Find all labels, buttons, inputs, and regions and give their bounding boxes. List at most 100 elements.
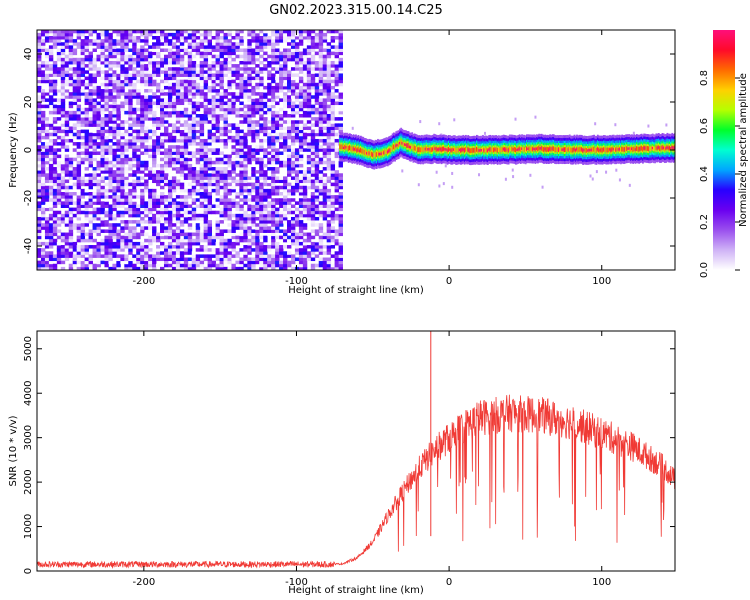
heatmap-cell (239, 73, 244, 77)
heatmap-cell (310, 213, 316, 218)
heatmap-cell (223, 201, 228, 205)
heatmap-cell (290, 126, 296, 130)
signal-cell (390, 147, 393, 152)
heatmap-cell (160, 79, 165, 84)
heatmap-cell (140, 135, 145, 140)
heatmap-cell (76, 251, 82, 255)
heatmap-cell (183, 176, 189, 180)
heatmap-cell (338, 92, 343, 96)
heatmap-cell (128, 79, 133, 84)
heatmap-cell (207, 70, 213, 74)
heatmap-cell (148, 101, 153, 106)
heatmap-cell (259, 104, 264, 109)
heatmap-cell (279, 132, 284, 137)
heatmap-cell (263, 154, 268, 159)
heatmap-cell (302, 92, 308, 96)
heatmap-cell (104, 142, 109, 146)
heatmap-cell (302, 48, 308, 52)
heatmap-cell (326, 260, 332, 265)
heatmap-cell (259, 39, 264, 43)
heatmap-cell (275, 117, 280, 121)
heatmap-cell (68, 176, 74, 180)
heatmap-cell (171, 98, 177, 102)
heatmap-cell (80, 257, 86, 262)
heatmap-cell (68, 57, 74, 62)
heatmap-cell (183, 126, 189, 130)
heatmap-cell (302, 104, 308, 109)
heatmap-cell (64, 195, 70, 199)
heatmap-cell (302, 204, 308, 208)
heatmap-cell (104, 48, 109, 52)
heatmap-cell (96, 107, 101, 112)
heatmap-cell (112, 48, 117, 52)
heatmap-cell (64, 67, 70, 71)
heatmap-cell (80, 188, 86, 193)
heatmap-cell (60, 220, 66, 224)
heatmap-cell (152, 195, 157, 199)
heatmap-cell (302, 188, 308, 193)
heatmap-cell (124, 167, 129, 171)
heatmap-cell (167, 248, 173, 252)
heatmap-cell (191, 238, 197, 243)
heatmap-cell (136, 89, 141, 93)
heatmap-cell (56, 135, 62, 140)
heatmap-cell (326, 179, 332, 184)
heatmap-cell (37, 170, 42, 174)
heatmap-cell (183, 241, 189, 246)
heatmap-cell (215, 64, 220, 68)
heatmap-cell (148, 54, 153, 59)
heatmap-cell (64, 92, 70, 96)
heatmap-cell (207, 248, 213, 252)
heatmap-cell (314, 198, 320, 202)
heatmap-cell (140, 54, 145, 59)
heatmap-cell (290, 114, 296, 118)
heatmap-cell (140, 188, 145, 193)
heatmap-cell (338, 198, 343, 202)
heatmap-cell (112, 223, 117, 227)
heatmap-cell (219, 210, 224, 215)
heatmap-cell (215, 254, 220, 258)
heatmap-cell (76, 89, 82, 93)
heatmap-cell (44, 73, 50, 77)
heatmap-cell (191, 201, 197, 205)
heatmap-cell (283, 138, 288, 143)
heatmap-cell (211, 248, 216, 252)
heatmap-cell (294, 210, 300, 215)
heatmap-cell (251, 126, 256, 130)
heatmap-cell (283, 120, 288, 124)
heatmap-cell (175, 85, 181, 90)
heatmap-cell (298, 101, 304, 106)
heatmap-cell (40, 173, 46, 177)
signal-peak (356, 149, 359, 152)
heatmap-cell (223, 39, 228, 43)
heatmap-cell (223, 142, 228, 146)
heatmap-cell (80, 176, 86, 180)
heatmap-cell (80, 179, 86, 184)
heatmap-cell (223, 73, 228, 77)
heatmap-cell (290, 260, 296, 265)
heatmap-cell (64, 257, 70, 262)
heatmap-cell (191, 120, 197, 124)
heatmap-cell (243, 54, 248, 59)
heatmap-cell (48, 145, 54, 149)
heatmap-cell (163, 248, 169, 252)
heatmap-cell (148, 173, 153, 177)
heatmap-cell (338, 129, 343, 134)
heatmap-cell (84, 251, 89, 255)
heatmap-cell (132, 45, 137, 49)
heatmap-cell (156, 30, 161, 34)
heatmap-cell (104, 210, 109, 215)
heatmap-cell (231, 241, 236, 246)
heatmap-cell (187, 60, 193, 65)
heatmap-cell (227, 213, 232, 218)
heatmap-cell (338, 79, 343, 84)
heatmap-cell (96, 232, 101, 237)
heatmap-cell (207, 132, 213, 137)
heatmap-cell (48, 226, 54, 230)
heatmap-cell (330, 229, 336, 233)
heatmap-cell (451, 171, 454, 175)
heatmap-cell (203, 151, 209, 155)
heatmap-cell (199, 198, 205, 202)
heatmap-cell (326, 226, 332, 230)
heatmap-cell (187, 157, 193, 162)
